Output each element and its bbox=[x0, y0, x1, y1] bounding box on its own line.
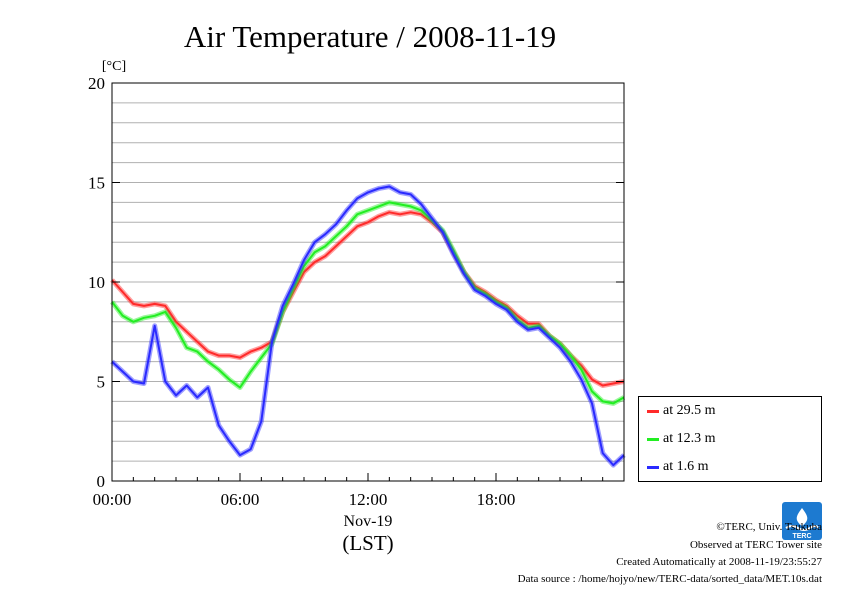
series-line-2 bbox=[111, 185, 625, 467]
series-line-1 bbox=[111, 201, 625, 405]
legend-item-12m: at 12.3 m bbox=[647, 429, 716, 449]
series-halo-2 bbox=[110, 184, 626, 468]
y-tick-label: 20 bbox=[88, 74, 105, 93]
credit-copyright: ©TERC, Univ. Tsukuba bbox=[716, 521, 822, 533]
water-drop-icon bbox=[796, 508, 808, 526]
x-axis-date-label: Nov-19 bbox=[344, 513, 393, 530]
legend-swatch-1-6m bbox=[647, 465, 659, 469]
x-axis-timezone-label: (LST) bbox=[342, 531, 393, 555]
series-layer bbox=[110, 184, 626, 468]
x-tick-label: 18:00 bbox=[477, 490, 516, 509]
grid bbox=[112, 102, 624, 462]
credit-source: Data source : /home/hojyo/new/TERC-data/… bbox=[517, 573, 822, 585]
series-line-0 bbox=[111, 211, 625, 387]
legend-label-29m: at 29.5 m bbox=[663, 403, 716, 418]
y-tick-label: 15 bbox=[88, 174, 105, 193]
y-tick-label: 10 bbox=[88, 273, 105, 292]
legend: at 29.5 m at 12.3 m at 1.6 m bbox=[638, 396, 822, 482]
legend-swatch-29m bbox=[647, 409, 659, 413]
legend-item-1-6m: at 1.6 m bbox=[647, 457, 709, 477]
x-tick-label: 12:00 bbox=[349, 490, 388, 509]
x-tick-label: 06:00 bbox=[221, 490, 260, 509]
terc-logo: TERC bbox=[782, 502, 822, 540]
chart-title: Air Temperature / 2008-11-19 bbox=[184, 19, 556, 54]
credit-observed: Observed at TERC Tower site bbox=[689, 539, 822, 551]
credit-created: Created Automatically at 2008-11-19/23:5… bbox=[616, 556, 822, 568]
legend-swatch-12m bbox=[647, 437, 659, 441]
y-tick-label: 0 bbox=[97, 472, 106, 491]
legend-label-12m: at 12.3 m bbox=[663, 431, 716, 446]
legend-label-1-6m: at 1.6 m bbox=[663, 459, 709, 474]
y-axis-label: [°C] bbox=[102, 59, 126, 74]
axis-ticks: 0 5 10 15 20 00:00 06:00 12:00 18:00 bbox=[88, 74, 624, 509]
series-halo-1 bbox=[110, 199, 626, 406]
legend-item-29m: at 29.5 m bbox=[647, 401, 716, 421]
y-tick-label: 5 bbox=[97, 373, 106, 392]
terc-logo-text: TERC bbox=[792, 533, 811, 540]
wave-icon bbox=[785, 525, 819, 531]
series-halo-0 bbox=[110, 209, 625, 388]
x-tick-label: 00:00 bbox=[93, 490, 132, 509]
